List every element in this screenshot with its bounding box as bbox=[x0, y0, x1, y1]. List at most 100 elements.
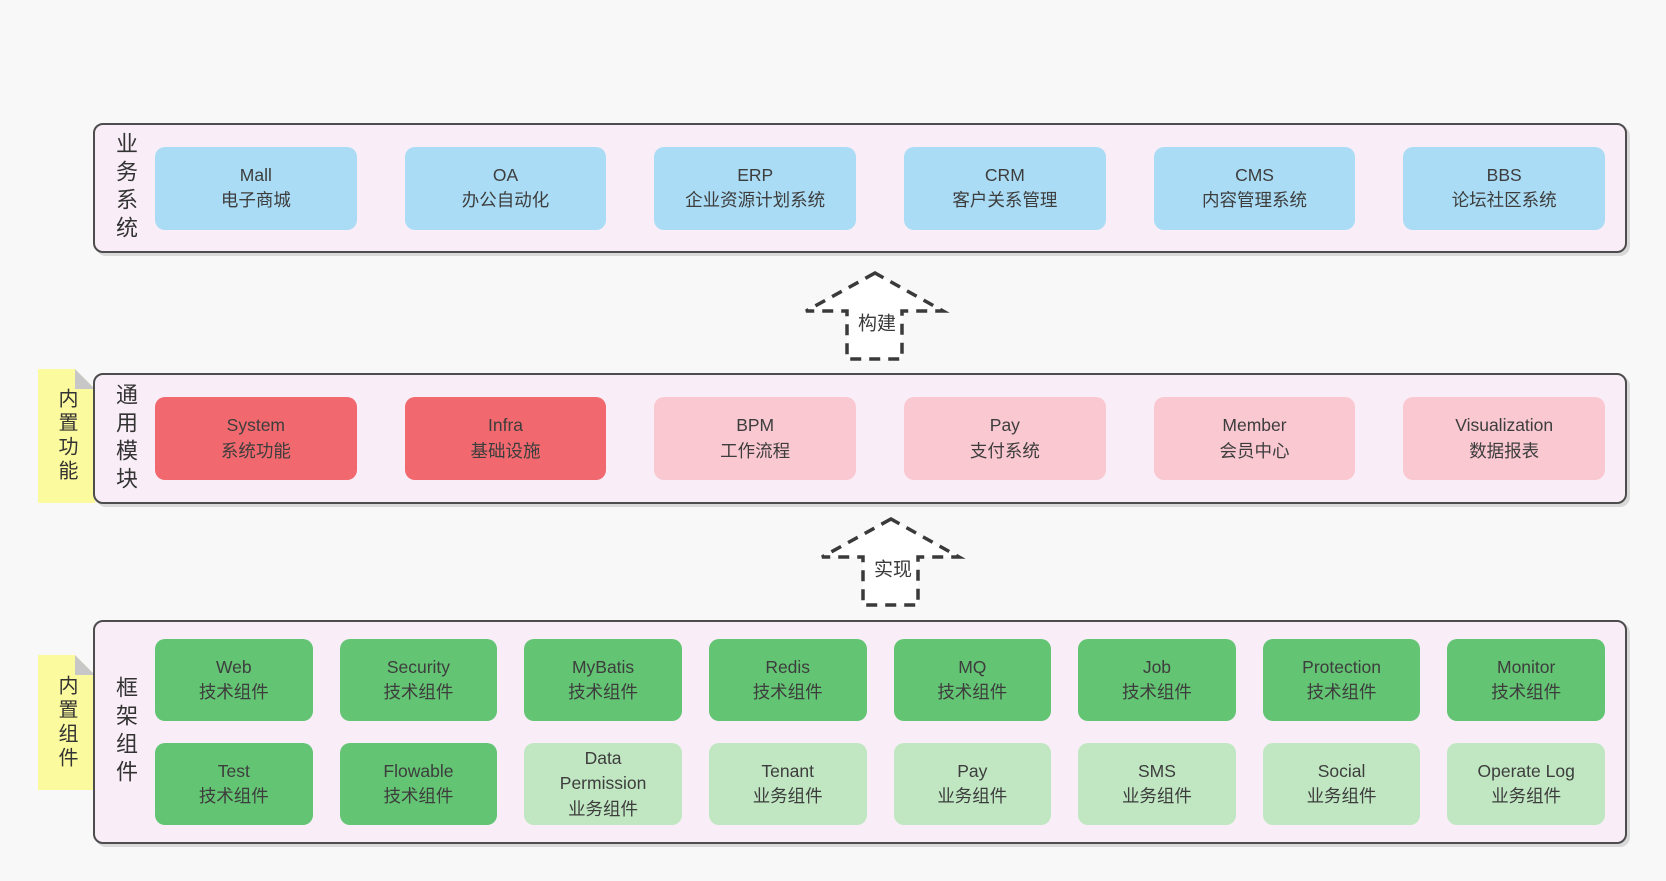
component-box-web: Web 技术组件 bbox=[155, 639, 313, 721]
component-box-security: Security 技术组件 bbox=[339, 639, 498, 721]
box-subtitle: 业务组件 bbox=[752, 786, 823, 806]
business-systems-panel-label: 业务系统 bbox=[113, 132, 138, 244]
builtin-features-sticky-note: 内置功能 bbox=[38, 369, 95, 503]
box-title: Infra bbox=[487, 415, 524, 436]
system-box-cms: CMS 内容管理系统 bbox=[1153, 146, 1356, 230]
box-title: MyBatis bbox=[571, 656, 635, 677]
module-box-member: Member 会员中心 bbox=[1153, 397, 1356, 480]
box-subtitle: 客户关系管理 bbox=[952, 190, 1058, 210]
box-subtitle: 企业资源计划系统 bbox=[685, 190, 826, 210]
box-subtitle: 技术组件 bbox=[1491, 682, 1562, 702]
box-subtitle: 基础设施 bbox=[470, 440, 541, 461]
business-systems-panel: 业务系统 Mall 电子商城 OA 办公自动化 ERP 企业资源计划系统 CRM… bbox=[93, 123, 1627, 253]
box-title: Tenant bbox=[761, 760, 814, 781]
box-title: Redis bbox=[765, 656, 811, 677]
box-subtitle: 业务组件 bbox=[568, 798, 639, 819]
box-subtitle: 技术组件 bbox=[383, 682, 454, 702]
folded-corner-icon bbox=[75, 369, 95, 389]
folded-corner-icon bbox=[75, 655, 95, 675]
module-box-visualization: Visualization 数据报表 bbox=[1403, 397, 1606, 480]
box-subtitle: 系统功能 bbox=[220, 440, 291, 461]
component-box-mybatis: MyBatis 技术组件 bbox=[524, 639, 682, 721]
box-subtitle: 技术组件 bbox=[198, 682, 269, 702]
module-box-system: System 系统功能 bbox=[155, 397, 357, 480]
box-subtitle: 技术组件 bbox=[1121, 682, 1192, 702]
box-title: Pay bbox=[957, 760, 988, 781]
system-box-bbs: BBS 论坛社区系统 bbox=[1403, 146, 1606, 230]
component-box-operate-log: Operate Log 业务组件 bbox=[1447, 743, 1605, 825]
component-box-mq: MQ 技术组件 bbox=[893, 639, 1052, 721]
box-subtitle: 业务组件 bbox=[1491, 786, 1562, 806]
box-title: Member bbox=[1222, 415, 1287, 436]
box-title: Security bbox=[386, 656, 451, 677]
module-box-pay: Pay 支付系统 bbox=[904, 397, 1106, 480]
box-title: Web bbox=[215, 656, 252, 677]
component-box-job: Job 技术组件 bbox=[1078, 639, 1236, 721]
component-box-protection: Protection 技术组件 bbox=[1262, 639, 1421, 721]
components-row-1: Web 技术组件 Security 技术组件 MyBatis 技术组件 Redi… bbox=[155, 639, 1605, 721]
components-row-2: Test 技术组件 Flowable 技术组件 Data Permission … bbox=[155, 743, 1605, 825]
box-title: Operate Log bbox=[1477, 760, 1575, 781]
box-title: Social bbox=[1317, 760, 1366, 781]
component-box-tenant: Tenant 业务组件 bbox=[708, 743, 867, 825]
sticky-note-label: 内置组件 bbox=[55, 674, 77, 771]
module-box-bpm: BPM 工作流程 bbox=[654, 397, 857, 480]
framework-components-panel-label: 框架组件 bbox=[113, 676, 138, 788]
box-title: Data Permission bbox=[559, 747, 647, 794]
implement-arrow-label: 实现 bbox=[870, 553, 916, 583]
box-title: Monitor bbox=[1497, 656, 1556, 677]
system-box-crm: CRM 客户关系管理 bbox=[904, 146, 1106, 230]
box-subtitle: 电子商城 bbox=[220, 190, 291, 210]
box-subtitle: 支付系统 bbox=[969, 440, 1040, 461]
box-subtitle: 业务组件 bbox=[1306, 786, 1377, 806]
component-box-monitor: Monitor 技术组件 bbox=[1447, 639, 1605, 721]
common-modules-panel-label: 通用模块 bbox=[113, 382, 138, 495]
box-title: BBS bbox=[1486, 164, 1522, 185]
sticky-note-label: 内置功能 bbox=[55, 388, 77, 484]
common-modules-panel: 通用模块 System 系统功能 Infra 基础设施 BPM 工作流程 Pay… bbox=[93, 373, 1627, 504]
common-modules-box-row: System 系统功能 Infra 基础设施 BPM 工作流程 Pay 支付系统… bbox=[141, 375, 1625, 502]
box-title: Protection bbox=[1302, 656, 1381, 677]
box-subtitle: 业务组件 bbox=[937, 786, 1008, 806]
box-title: Pay bbox=[989, 415, 1020, 436]
builtin-components-sticky-note: 内置组件 bbox=[38, 655, 95, 790]
box-subtitle: 技术组件 bbox=[752, 682, 823, 702]
box-subtitle: 技术组件 bbox=[568, 682, 639, 702]
box-title: Test bbox=[217, 760, 250, 781]
box-subtitle: 办公自动化 bbox=[461, 190, 550, 210]
component-box-social: Social 业务组件 bbox=[1262, 743, 1421, 825]
box-title: SMS bbox=[1137, 760, 1176, 781]
box-subtitle: 会员中心 bbox=[1219, 440, 1290, 461]
system-box-oa: OA 办公自动化 bbox=[404, 146, 607, 230]
box-title: BPM bbox=[736, 415, 775, 436]
component-box-redis: Redis 技术组件 bbox=[708, 639, 867, 721]
box-title: Visualization bbox=[1455, 415, 1554, 436]
box-subtitle: 业务组件 bbox=[1121, 786, 1192, 806]
box-title: OA bbox=[492, 164, 519, 185]
box-title: MQ bbox=[958, 656, 987, 677]
box-title: CRM bbox=[984, 164, 1025, 185]
box-subtitle: 技术组件 bbox=[937, 682, 1008, 702]
box-title: System bbox=[226, 415, 286, 436]
system-box-mall: Mall 电子商城 bbox=[155, 146, 357, 230]
component-box-flowable: Flowable 技术组件 bbox=[339, 743, 498, 825]
box-subtitle: 数据报表 bbox=[1469, 440, 1540, 461]
framework-components-panel: 框架组件 Web 技术组件 Security 技术组件 MyBatis 技术组件… bbox=[93, 620, 1627, 844]
component-box-sms: SMS 业务组件 bbox=[1078, 743, 1236, 825]
box-subtitle: 技术组件 bbox=[1306, 682, 1377, 702]
box-subtitle: 技术组件 bbox=[383, 786, 454, 806]
box-title: Mall bbox=[239, 164, 272, 185]
box-title: ERP bbox=[737, 164, 774, 185]
box-subtitle: 技术组件 bbox=[198, 786, 269, 806]
box-subtitle: 论坛社区系统 bbox=[1451, 190, 1557, 210]
component-box-data-permission: Data Permission 业务组件 bbox=[524, 743, 682, 825]
box-subtitle: 工作流程 bbox=[720, 440, 791, 461]
box-subtitle: 内容管理系统 bbox=[1202, 190, 1308, 210]
business-systems-box-row: Mall 电子商城 OA 办公自动化 ERP 企业资源计划系统 CRM 客户关系… bbox=[141, 125, 1625, 251]
component-box-test: Test 技术组件 bbox=[155, 743, 313, 825]
framework-components-grid: Web 技术组件 Security 技术组件 MyBatis 技术组件 Redi… bbox=[141, 622, 1625, 842]
box-title: Job bbox=[1142, 656, 1172, 677]
box-title: Flowable bbox=[383, 760, 454, 781]
component-box-pay: Pay 业务组件 bbox=[893, 743, 1052, 825]
